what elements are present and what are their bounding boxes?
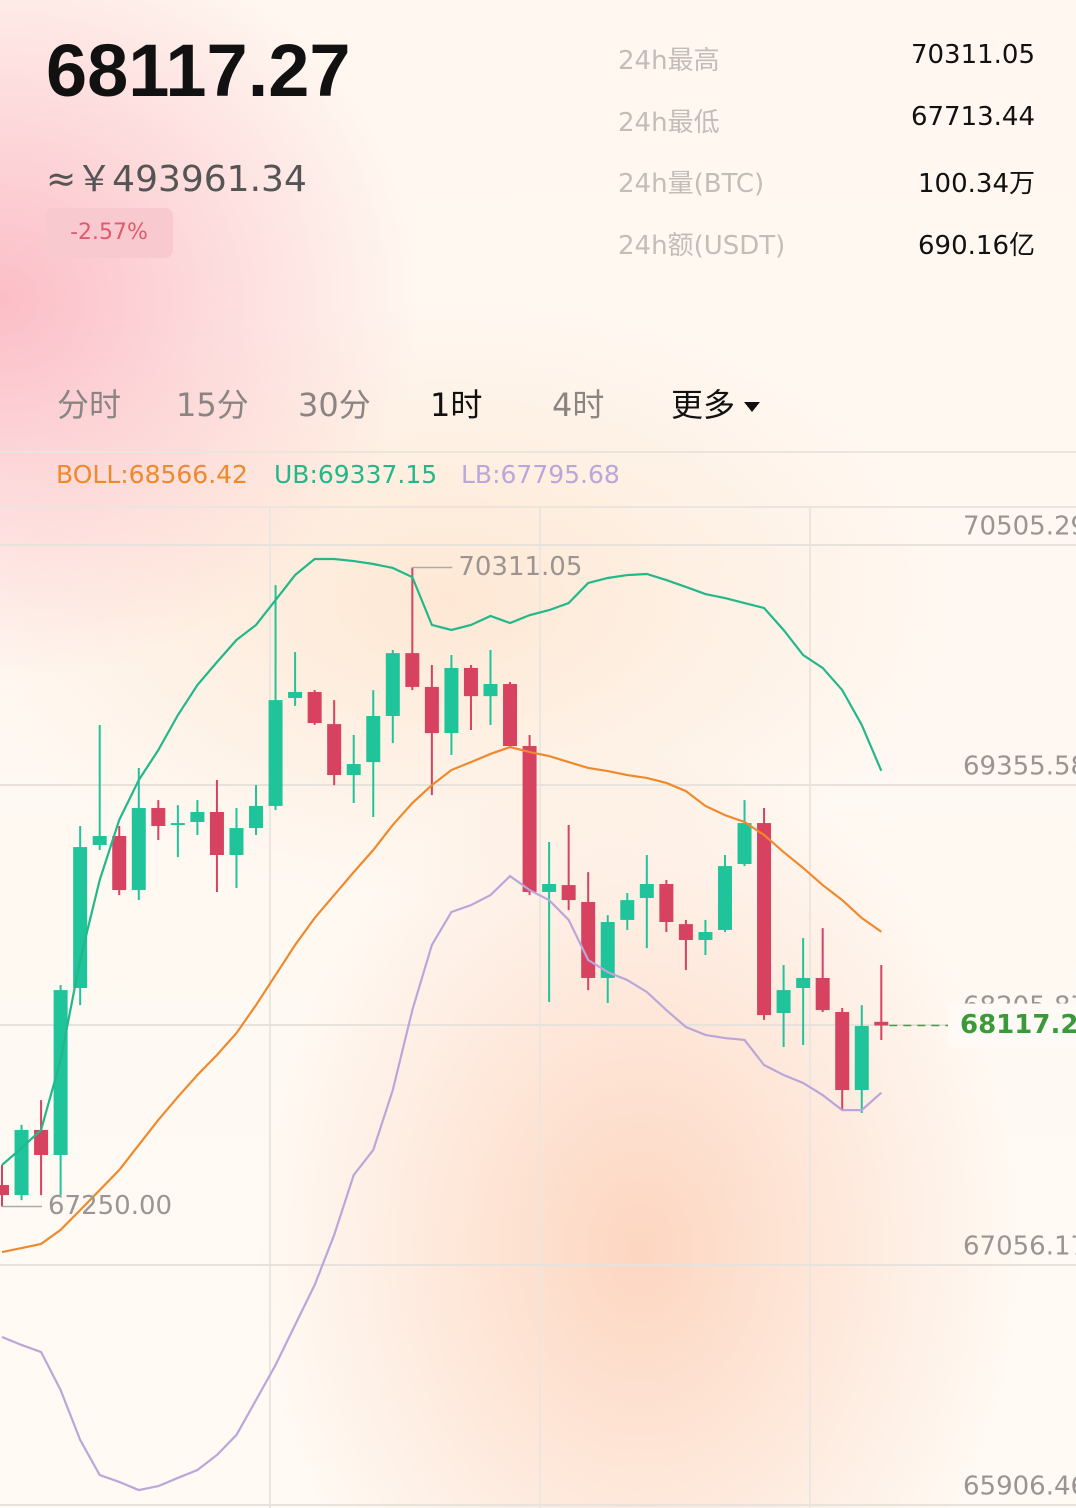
- y-tick-label: 69355.58: [963, 751, 1076, 781]
- candle-body: [737, 823, 752, 864]
- candle-body: [209, 811, 224, 856]
- stat-label: 24h最高: [618, 46, 720, 76]
- price: 68117.27: [46, 29, 351, 112]
- candle-body: [854, 1025, 869, 1091]
- last-price-label: 68117.27: [960, 1010, 1076, 1040]
- candle-body: [815, 977, 830, 1011]
- low-label: 67250.00: [48, 1191, 172, 1221]
- candle-body: [444, 667, 459, 734]
- candle-body: [14, 1129, 29, 1196]
- y-tick-label: 70505.29: [963, 511, 1076, 541]
- tab[interactable]: 分时: [57, 386, 122, 424]
- cny-price: ≈￥493961.34: [46, 159, 307, 200]
- band-line: [1, 874, 883, 1492]
- stat-label: 24h量(BTC): [618, 169, 765, 199]
- candle-body: [776, 990, 791, 1014]
- candle-body: [53, 990, 68, 1155]
- candle-body: [561, 885, 576, 901]
- candle-body: [639, 884, 654, 899]
- stat-value: 100.34万: [918, 169, 1035, 199]
- legend-entry: BOLL:68566.42: [56, 460, 248, 489]
- stat-value: 70311.05: [910, 40, 1035, 70]
- y-tick-label: 65906.46: [963, 1472, 1076, 1502]
- candle-body: [92, 836, 107, 845]
- candle-body: [0, 1185, 9, 1196]
- dropdown-icon: [744, 402, 761, 412]
- candle-body: [288, 691, 303, 699]
- candle-body: [463, 667, 478, 697]
- candle-body: [874, 1021, 889, 1026]
- candle-body: [620, 900, 635, 920]
- candle-body: [346, 763, 361, 776]
- tab[interactable]: 1时: [430, 386, 483, 424]
- candle-body: [131, 808, 146, 891]
- band-line: [1, 557, 883, 1166]
- stat-label: 24h最低: [618, 107, 720, 138]
- candle-body: [678, 924, 693, 940]
- candle-body: [757, 823, 772, 1016]
- last-price-badge: [948, 1003, 1076, 1048]
- candle-body: [835, 1011, 850, 1091]
- stat-value: 67713.44: [910, 101, 1035, 132]
- candle-body: [424, 686, 439, 734]
- candle-body: [268, 700, 283, 806]
- candle-body: [503, 684, 518, 747]
- candle-body: [327, 724, 342, 776]
- candle-body: [542, 884, 557, 892]
- tab[interactable]: 4时: [552, 386, 605, 424]
- band-line: [1, 745, 882, 1254]
- high-label: 70311.05: [458, 552, 582, 582]
- candle-body: [229, 828, 244, 856]
- stat-value: 690.16亿: [918, 230, 1035, 261]
- candle-body: [151, 808, 166, 826]
- legend-entry: UB:69337.15: [274, 460, 438, 489]
- candle-body: [796, 977, 811, 988]
- candle-body: [73, 847, 88, 988]
- candle-body: [307, 691, 322, 724]
- candle-body: [659, 884, 674, 923]
- candle-body: [483, 684, 498, 697]
- candle-body: [34, 1129, 49, 1155]
- tab[interactable]: 30分: [298, 386, 371, 424]
- y-tick-label: 67056.17: [963, 1232, 1076, 1262]
- candle-body: [581, 901, 596, 978]
- candle-body: [522, 746, 537, 892]
- candle-body: [717, 866, 732, 930]
- tab[interactable]: 15分: [176, 386, 249, 424]
- candle-body: [190, 811, 205, 823]
- candle-body: [600, 922, 615, 978]
- candle-body: [170, 823, 185, 826]
- legend-entry: LB:67795.68: [461, 460, 620, 489]
- tab[interactable]: 更多: [671, 380, 763, 426]
- candle-body: [249, 805, 264, 829]
- change-badge: -2.57%: [45, 208, 173, 258]
- candle-body: [112, 836, 127, 891]
- candle-body: [385, 653, 400, 716]
- candle-body: [698, 932, 713, 940]
- candle-body: [366, 715, 381, 763]
- candle-body: [405, 653, 420, 687]
- stat-label: 24h额(USDT): [618, 230, 786, 261]
